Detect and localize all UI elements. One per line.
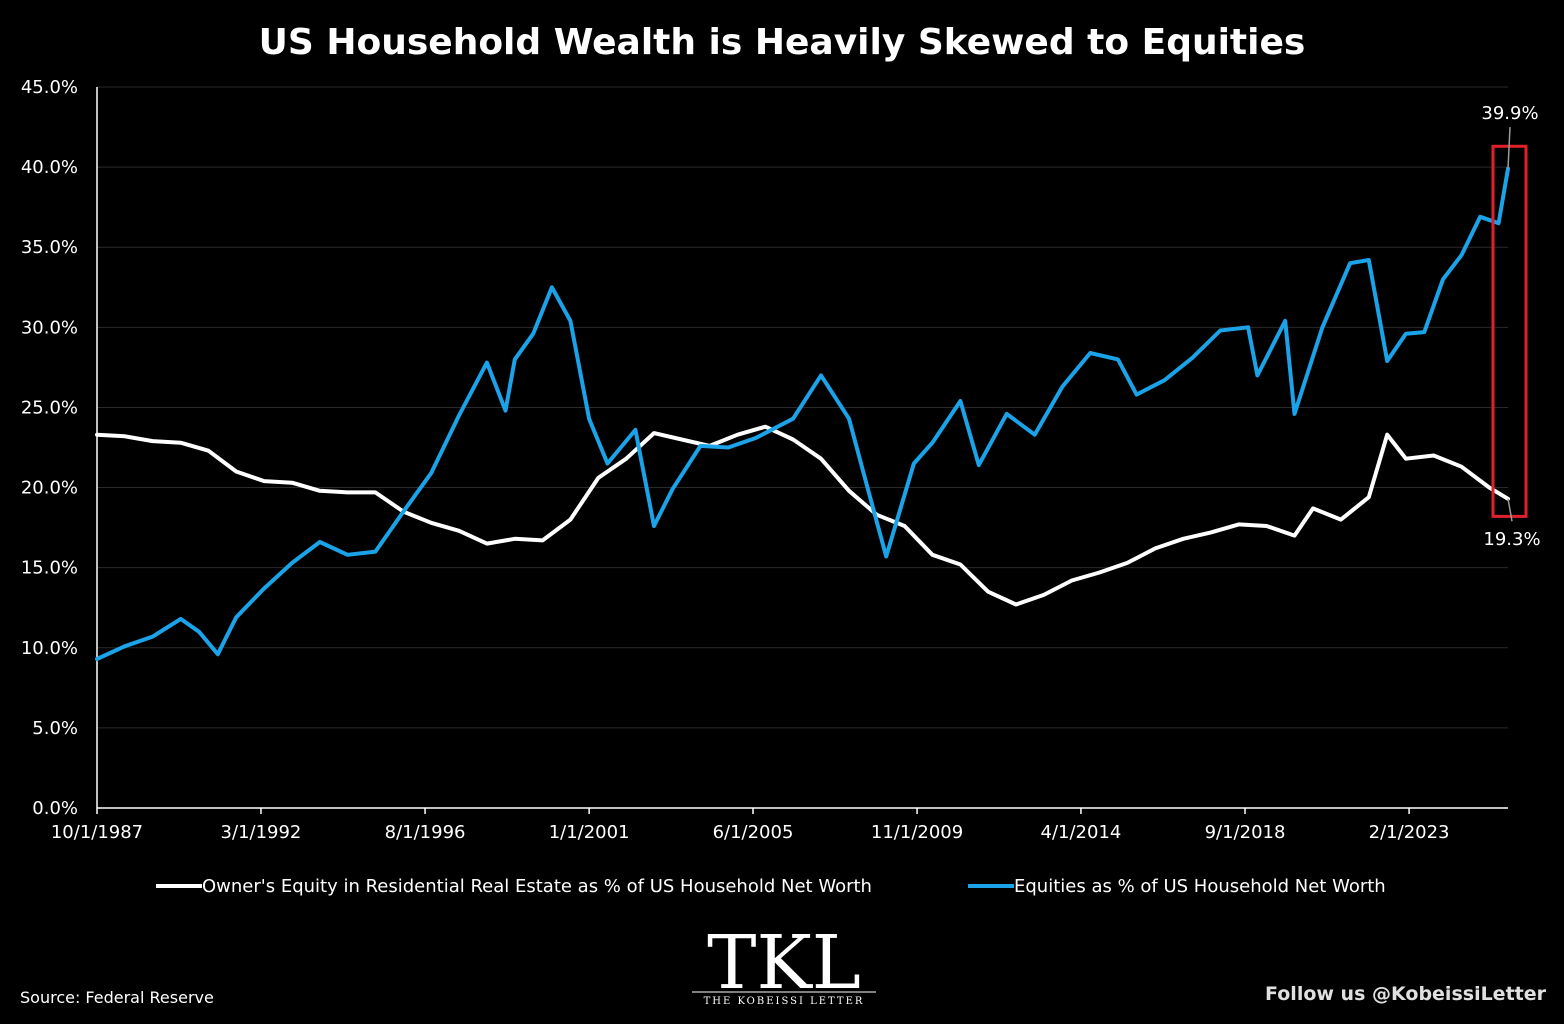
x-tick-label: 6/1/2005 <box>713 822 794 843</box>
highlight-rect <box>1491 144 1528 518</box>
series-lines <box>95 166 1510 661</box>
x-axis-ticks: 10/1/1987 3/1/1992 8/1/1996 1/1/2001 6/1/200… <box>51 808 1450 843</box>
y-tick-label: 0.0% <box>32 798 78 819</box>
legend-label-real-estate: Owner's Equity in Residential Real Estat… <box>202 876 872 897</box>
y-tick-label: 30.0% <box>21 317 78 338</box>
y-tick-label: 35.0% <box>21 237 78 258</box>
highlight-box <box>1491 144 1528 518</box>
tkl-logo: TKL THE KOBEISSI LETTER <box>692 920 876 1007</box>
logo-mark: TKL <box>707 920 861 1006</box>
y-tick-label: 20.0% <box>21 478 78 499</box>
annotations: 39.9% 19.3% <box>1481 103 1540 550</box>
y-axis-ticks: 0.0% 5.0% 10.0% 15.0% 20.0% 25.0% 30.0% 35.0% 40… <box>21 77 78 819</box>
y-tick-label: 10.0% <box>21 638 78 659</box>
x-tick-label: 11/1/2009 <box>871 822 963 843</box>
legend: Owner's Equity in Residential Real Estat… <box>156 876 1386 897</box>
equities-series-line <box>95 166 1510 661</box>
x-tick-label: 2/1/2023 <box>1369 822 1450 843</box>
callout-real-estate-value: 19.3% <box>1483 529 1540 550</box>
chart-title: US Household Wealth is Heavily Skewed to… <box>259 22 1306 63</box>
x-tick-label: 10/1/1987 <box>51 822 143 843</box>
logo-name: THE KOBEISSI LETTER <box>704 996 865 1007</box>
real-estate-series-line <box>95 424 1510 607</box>
y-tick-label: 5.0% <box>32 718 78 739</box>
callout-equities-value: 39.9% <box>1481 103 1538 124</box>
legend-label-equities: Equities as % of US Household Net Worth <box>1014 876 1386 897</box>
y-tick-label: 15.0% <box>21 558 78 579</box>
x-tick-label: 1/1/2001 <box>549 822 630 843</box>
x-tick-label: 9/1/2018 <box>1205 822 1286 843</box>
follow-handle[interactable]: Follow us @KobeissiLetter <box>1265 983 1547 1005</box>
x-tick-label: 4/1/2014 <box>1041 822 1122 843</box>
y-tick-label: 45.0% <box>21 77 78 98</box>
callout-leader <box>1507 498 1513 522</box>
x-tick-label: 3/1/1992 <box>221 822 302 843</box>
source-note: Source: Federal Reserve <box>20 988 214 1007</box>
axes <box>96 87 1508 809</box>
y-tick-label: 40.0% <box>21 157 78 178</box>
y-tick-label: 25.0% <box>21 397 78 418</box>
x-tick-label: 8/1/1996 <box>385 822 466 843</box>
callout-leader <box>1507 127 1511 169</box>
